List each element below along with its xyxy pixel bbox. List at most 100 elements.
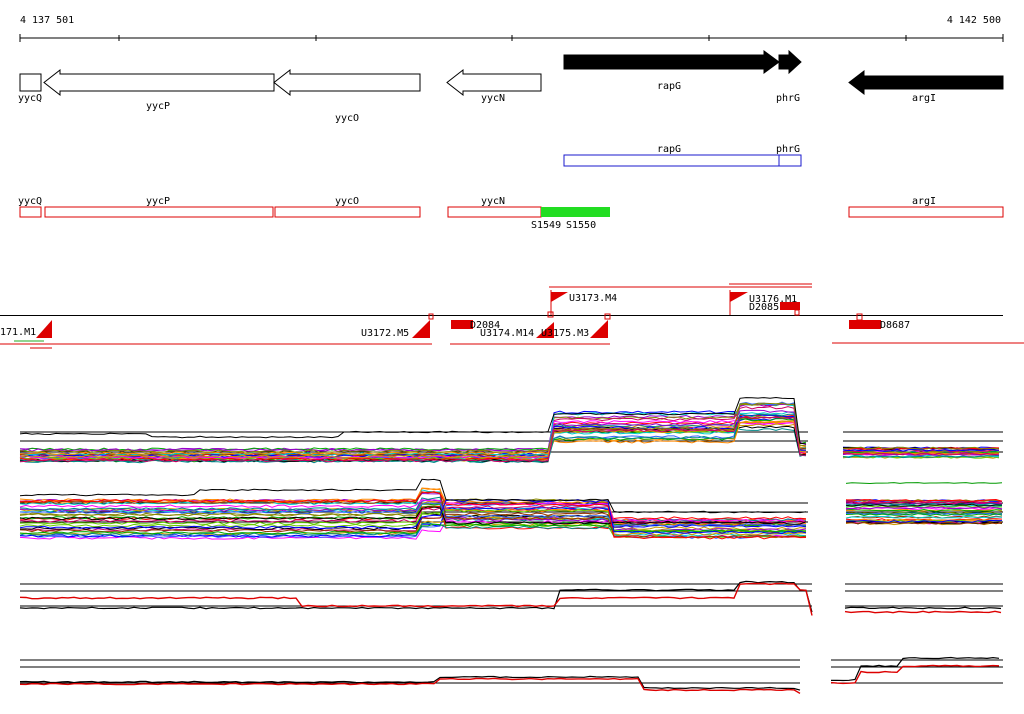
operon-box-phrG[interactable] — [778, 154, 802, 167]
annotation-label-yycP: yycP — [146, 196, 170, 207]
gene-arrow-track: yycQ yycP yycO yycN rapG phrG argI — [18, 49, 1004, 124]
feature-marker-u3176[interactable] — [730, 292, 748, 302]
axis-end-label: 4 142 500 — [947, 15, 1001, 26]
expression-trace — [842, 449, 1000, 453]
feature-block-d2084[interactable] — [451, 320, 473, 329]
expression-trace — [830, 664, 1000, 685]
feature-label-u3173: U3173.M4 — [569, 293, 617, 304]
annotation-box-yycN[interactable] — [447, 206, 542, 218]
expression-trace — [842, 452, 1000, 456]
highlight-label-1: S1549 — [531, 220, 561, 231]
feature-marker-u3172[interactable] — [412, 320, 430, 338]
expression-trace — [19, 420, 807, 459]
expression-panel-3 — [19, 580, 1003, 616]
gene-rapG[interactable] — [563, 50, 780, 74]
expression-trace — [19, 487, 807, 526]
expression-trace — [19, 502, 807, 539]
expression-curves — [19, 396, 1000, 464]
expression-trace — [830, 656, 1000, 682]
feature-box-marker — [547, 311, 554, 318]
gene-label-yycN: yycN — [481, 93, 505, 104]
expression-trace — [19, 580, 813, 613]
gene-yycN[interactable] — [446, 68, 542, 97]
annotation-label-yycN: yycN — [481, 196, 505, 207]
axis-start-label: 4 137 501 — [20, 15, 74, 26]
annotation-box-yycQ[interactable] — [19, 206, 42, 218]
expression-trace — [844, 610, 1002, 614]
expression-trace — [19, 505, 807, 524]
expression-trace — [845, 515, 1003, 519]
feature-label-d8687: D8687 — [880, 320, 910, 331]
expression-trace — [20, 418, 807, 451]
highlight-segment[interactable] — [541, 207, 610, 217]
expression-panel-2 — [19, 478, 1003, 540]
expression-trace — [842, 455, 1000, 459]
gene-yycO[interactable] — [273, 68, 421, 97]
expression-panel-4 — [19, 656, 1003, 695]
feature-box-marker — [794, 309, 800, 316]
operon-label-phrG: phrG — [776, 144, 800, 155]
gene-label-yycQ: yycQ — [18, 93, 42, 104]
operon-label-rapG: rapG — [657, 144, 681, 155]
expression-trace — [19, 496, 807, 522]
gene-phrG[interactable] — [778, 49, 802, 75]
gene-argI[interactable] — [848, 69, 1004, 96]
expression-trace — [19, 489, 807, 537]
expression-trace — [19, 402, 807, 454]
expression-trace — [19, 416, 807, 463]
expression-trace — [19, 502, 807, 527]
expression-curves — [19, 478, 1003, 540]
expression-curves — [19, 580, 1002, 616]
gene-yycP[interactable] — [43, 68, 275, 97]
expression-trace — [844, 606, 1002, 610]
feature-marker-u3174[interactable] — [536, 322, 554, 338]
expression-trace — [845, 513, 1003, 517]
gene-label-yycO: yycO — [335, 113, 359, 124]
expression-trace — [845, 482, 1003, 485]
gene-label-yycP: yycP — [146, 101, 170, 112]
feature-label-u3172: U3172.M5 — [361, 328, 409, 339]
feature-label-u3175: U3175.M3 — [541, 328, 589, 339]
expression-trace — [19, 491, 807, 539]
feature-label-d2084: D2084 — [470, 320, 500, 331]
expression-trace — [845, 503, 1003, 507]
annotation-box-yycP[interactable] — [44, 206, 274, 218]
expression-trace — [19, 420, 807, 456]
feature-marker-u3173[interactable] — [551, 292, 568, 302]
highlight-label-2: S1550 — [566, 220, 596, 231]
feature-box-marker — [856, 313, 863, 321]
expression-trace — [19, 396, 807, 445]
feature-label-u3176: U3176.M1 — [749, 294, 797, 305]
annotation-box-yycO[interactable] — [274, 206, 421, 218]
operon-track: rapG phrG — [563, 144, 802, 167]
expression-trace — [19, 420, 807, 459]
expression-trace — [842, 446, 1000, 450]
expression-trace — [19, 523, 807, 535]
feature-block-d2085[interactable] — [780, 302, 800, 310]
operon-box-rapG[interactable] — [563, 154, 780, 167]
gene-label-phrG: phrG — [776, 93, 800, 104]
annotation-track: yycQ yycP yycO yycN argI S1549 S1550 — [18, 196, 1004, 231]
annotation-label-yycQ: yycQ — [18, 196, 42, 207]
expression-trace — [19, 498, 807, 533]
expression-trace — [19, 499, 807, 523]
expression-trace — [19, 487, 807, 522]
expression-trace — [19, 675, 801, 691]
expression-trace — [846, 519, 1002, 523]
expression-trace — [19, 506, 807, 525]
gene-label-argI: argI — [912, 93, 936, 104]
gene-label-rapG: rapG — [657, 81, 681, 92]
annotation-box-argI[interactable] — [848, 206, 1004, 218]
expression-trace — [845, 500, 1003, 504]
expression-panel-1 — [19, 396, 1003, 464]
expression-trace — [845, 506, 1003, 510]
coordinate-axis: 4 137 501 4 142 500 — [19, 15, 1004, 42]
expression-trace — [19, 415, 807, 460]
feature-marker-u171[interactable] — [36, 320, 52, 338]
gene-yycQ[interactable] — [19, 73, 42, 92]
expression-trace — [845, 521, 1003, 525]
feature-box-marker — [604, 313, 611, 320]
expression-trace — [19, 499, 807, 535]
feature-block-d8687[interactable] — [849, 320, 881, 329]
feature-marker-u3175[interactable] — [590, 320, 608, 338]
